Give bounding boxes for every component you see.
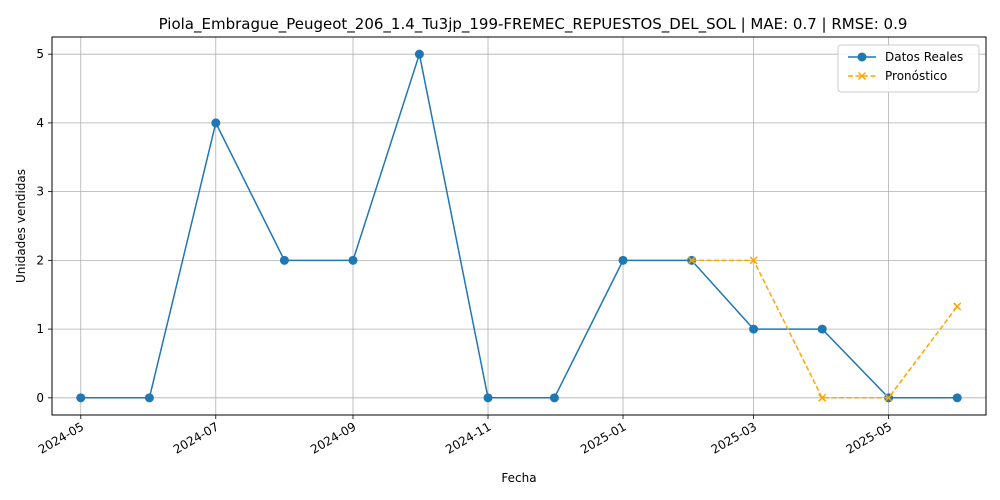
x-tick-label: 2024-07: [171, 419, 221, 456]
data-point: [618, 255, 628, 265]
data-point: [211, 118, 221, 128]
forecast-point: [818, 393, 827, 402]
x-tick-label: 2025-03: [709, 419, 759, 456]
data-point: [549, 393, 559, 403]
x-tick-label: 2025-01: [578, 419, 628, 456]
data-point: [952, 393, 962, 403]
data-point: [144, 393, 154, 403]
forecast-point: [749, 256, 758, 265]
grid: [52, 37, 986, 415]
x-tick-label: 2024-09: [308, 419, 358, 456]
x-tick-label: 2024-05: [36, 419, 86, 456]
y-tick-label: 1: [36, 322, 44, 336]
legend-marker-forecast: [857, 71, 867, 81]
y-tick-label: 0: [36, 391, 44, 405]
data-point: [348, 255, 358, 265]
legend-marker-real: [857, 52, 867, 62]
forecast-point: [953, 302, 962, 311]
legend: Datos Reales Pronóstico: [837, 44, 980, 93]
chart-title: Piola_Embrague_Peugeot_206_1.4_Tu3jp_199…: [159, 15, 908, 34]
x-tick-label: 2024-11: [443, 419, 493, 456]
ticks: 0 1 2 3 4 5 2024-05 2024-07 2024-09 2024-11 2025-0…: [36, 47, 894, 456]
x-axis-label: Fecha: [501, 471, 536, 485]
legend-label-real: Datos Reales: [885, 50, 963, 64]
y-tick-label: 3: [36, 185, 44, 199]
data-point: [414, 49, 424, 59]
plot-frame: [51, 36, 987, 416]
y-tick-label: 4: [36, 116, 44, 130]
data-point: [817, 324, 827, 334]
series-line-0: [80, 51, 958, 399]
y-axis-label: Unidades vendidas: [14, 169, 28, 283]
forecast-point: [687, 256, 696, 265]
legend-label-forecast: Pronóstico: [885, 69, 947, 83]
data-point: [483, 393, 493, 403]
series-line-1: [691, 259, 958, 399]
x-tick-label: 2025-05: [844, 419, 894, 456]
data-point: [279, 255, 289, 265]
forecast-point: [884, 393, 893, 402]
data-point: [749, 324, 759, 334]
data-point: [76, 393, 86, 403]
y-tick-label: 2: [36, 253, 44, 267]
series-layer: [76, 49, 962, 403]
y-tick-label: 5: [36, 47, 44, 61]
